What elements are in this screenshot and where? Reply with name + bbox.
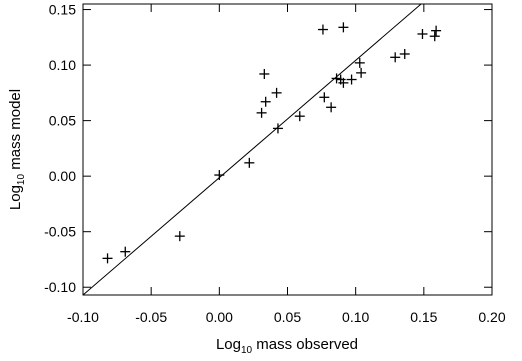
data-point (390, 52, 401, 63)
data-point (429, 31, 440, 42)
data-point (120, 246, 131, 257)
data-point (346, 74, 357, 85)
data-point (338, 77, 349, 88)
data-point (256, 107, 267, 118)
data-point (326, 102, 337, 113)
data-point (244, 157, 255, 168)
data-point (431, 25, 442, 36)
x-tick-label: 0.05 (274, 309, 301, 325)
y-tick-label: 0.00 (49, 168, 76, 184)
data-point (260, 96, 271, 107)
data-point (356, 67, 367, 78)
data-point (399, 48, 410, 59)
data-point (317, 24, 328, 35)
y-tick-label: 0.10 (49, 57, 76, 73)
data-point (331, 73, 342, 84)
data-point (319, 92, 330, 103)
x-tick-label: -0.05 (135, 309, 167, 325)
y-axis-label: Log10 mass model (7, 89, 27, 210)
data-point (259, 68, 270, 79)
y-tick-label: 0.15 (49, 2, 76, 18)
x-tick-label: 0.00 (206, 309, 233, 325)
x-tick-label: 0.20 (478, 309, 505, 325)
x-tick-label: 0.10 (342, 309, 369, 325)
data-point (271, 87, 282, 98)
y-tick-label: -0.10 (44, 279, 76, 295)
x-tick-label: 0.15 (410, 309, 437, 325)
plot-frame (82, 3, 493, 296)
data-point (354, 57, 365, 68)
data-point (214, 170, 225, 181)
x-tick-label: -0.10 (67, 309, 99, 325)
identity-reference-line (82, 3, 422, 296)
data-point (417, 28, 428, 39)
data-point (102, 253, 113, 264)
x-axis-label: Log10 mass observed (216, 336, 358, 356)
data-point (174, 231, 185, 242)
data-point (294, 111, 305, 122)
data-point (272, 123, 283, 134)
data-point (338, 22, 349, 33)
y-tick-label: -0.05 (44, 224, 76, 240)
y-tick-label: 0.05 (49, 113, 76, 129)
